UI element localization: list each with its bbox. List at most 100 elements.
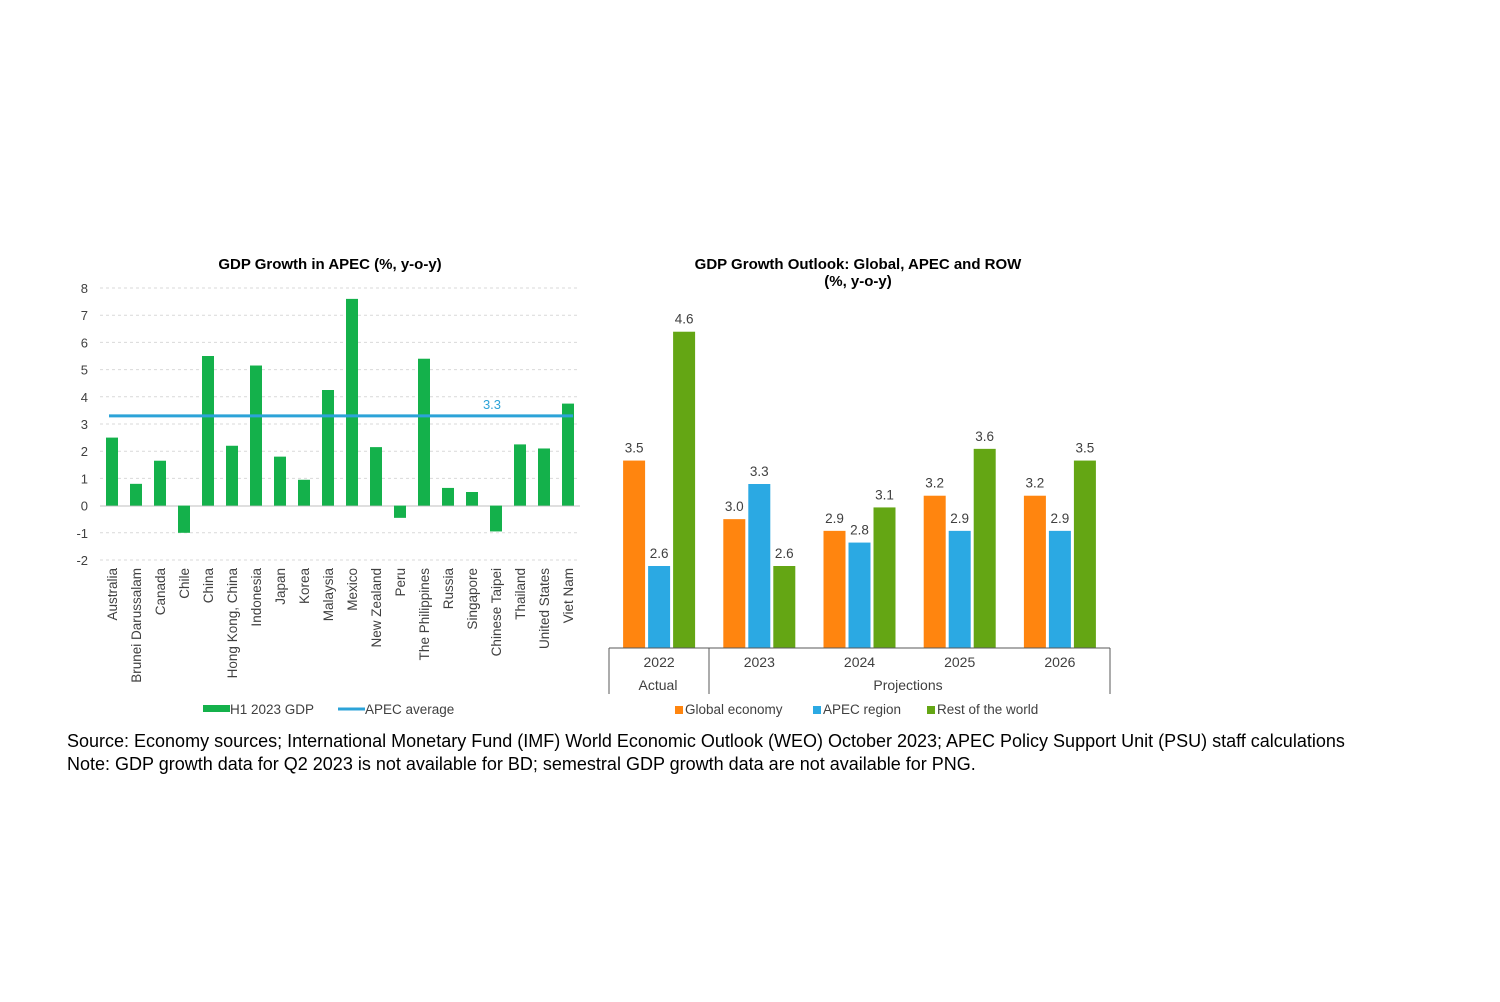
data-label: 3.5 [625, 441, 644, 456]
x-tick-label: 2023 [744, 654, 775, 670]
bar [490, 505, 502, 532]
data-label: 2.9 [825, 511, 844, 526]
bar [673, 331, 696, 648]
x-tick-label: Mexico [345, 568, 360, 611]
group-label-projections: Projections [873, 677, 942, 693]
bar [514, 444, 526, 506]
legend: Global economy APEC region Rest of the w… [675, 702, 1038, 717]
bar [370, 447, 382, 506]
bar [748, 484, 771, 648]
bar [250, 365, 262, 506]
bar [322, 390, 334, 506]
bar [773, 566, 796, 648]
x-tick-label: New Zealand [369, 568, 384, 648]
data-label: 3.3 [750, 464, 769, 479]
x-tick-label: China [201, 568, 216, 604]
y-tick-label: 2 [81, 444, 88, 459]
x-tick-label: 2026 [1044, 654, 1075, 670]
x-tick-label: Viet Nam [561, 568, 576, 623]
x-tick-label: 2025 [944, 654, 975, 670]
y-tick-label: 3 [81, 417, 88, 432]
bar [346, 298, 358, 506]
y-tick-label: 7 [81, 308, 88, 323]
y-tick-label: -1 [76, 526, 88, 541]
y-tick-label: 0 [81, 499, 88, 514]
chart-title: GDP Growth in APEC (%, y-o-y) [218, 256, 441, 273]
y-tick-label: -2 [76, 553, 88, 568]
x-tick-label: Chile [177, 568, 192, 599]
bar [106, 437, 118, 506]
bar [823, 530, 846, 648]
x-tick-label: Australia [105, 568, 120, 621]
y-tick-label: 1 [81, 471, 88, 486]
data-label: 2.9 [1051, 511, 1070, 526]
bar [973, 448, 996, 648]
legend: H1 2023 GDP APEC average [203, 702, 454, 717]
x-tick-label: Indonesia [249, 568, 264, 627]
data-label: 3.2 [1026, 476, 1045, 491]
data-label: 2.8 [850, 523, 869, 538]
bar [848, 542, 871, 648]
x-tick-label: Chinese Taipei [489, 568, 504, 656]
data-label: 4.6 [675, 312, 694, 327]
source-note: Source: Economy sources; International M… [67, 731, 1345, 751]
legend-swatch-h1-gdp [203, 705, 230, 712]
data-label: 3.2 [925, 476, 944, 491]
x-tick-label: United States [537, 568, 552, 649]
bar [538, 448, 550, 506]
data-label: 3.1 [875, 487, 894, 502]
data-label: 3.0 [725, 499, 744, 514]
bar [648, 566, 671, 648]
data-labels: 3.5 2.6 4.6 3.0 3.3 2.6 2.9 2.8 3.1 3.2 2.9 3.6 3.2 2… [625, 312, 1095, 561]
bar [1023, 495, 1046, 648]
data-label: 3.5 [1076, 441, 1095, 456]
x-tick-labels: 2022 2023 2024 2025 2026 [644, 654, 1076, 670]
x-tick-label: 2022 [644, 654, 675, 670]
apec-average-value-label: 3.3 [483, 397, 501, 412]
chart-title: GDP Growth Outlook: Global, APEC and ROW [695, 256, 1023, 273]
legend-swatch-row [927, 706, 935, 714]
bar-series [623, 331, 1096, 648]
bar [418, 358, 430, 506]
x-tick-labels: Australia Brunei Darussalam Canada Chile Chi… [105, 568, 576, 683]
bar [154, 460, 166, 506]
x-tick-label: Hong Kong, China [225, 568, 240, 679]
x-tick-label: Singapore [465, 568, 480, 630]
x-tick-label: Malaysia [321, 568, 336, 622]
bar [923, 495, 946, 648]
y-tick-label: 6 [81, 335, 88, 350]
bar [1073, 460, 1096, 648]
x-tick-label: Peru [393, 568, 408, 597]
legend-label-row: Rest of the world [937, 702, 1038, 717]
bar [274, 456, 286, 506]
gdp-outlook-chart: GDP Growth Outlook: Global, APEC and ROW… [608, 256, 1111, 717]
x-tick-label: Brunei Darussalam [129, 568, 144, 683]
footnote: Note: GDP growth data for Q2 2023 is not… [67, 754, 976, 774]
legend-label-apec: APEC region [823, 702, 901, 717]
chart-subtitle: (%, y-o-y) [824, 273, 892, 290]
legend-label-h1-gdp: H1 2023 GDP [230, 702, 314, 717]
group-label-actual: Actual [639, 677, 678, 693]
x-tick-label: Thailand [513, 568, 528, 620]
bar-series [106, 298, 574, 533]
bar [562, 403, 574, 506]
bar [466, 492, 478, 506]
data-label: 2.6 [775, 546, 794, 561]
bar [442, 487, 454, 506]
bar [202, 356, 214, 506]
y-tick-label: 4 [81, 390, 88, 405]
apec-gdp-growth-chart: GDP Growth in APEC (%, y-o-y) 8 7 6 5 4 3 2 1 0 -… [76, 256, 580, 717]
bar [948, 530, 971, 648]
x-tick-label: Korea [297, 568, 312, 605]
gridlines [100, 287, 580, 561]
bar [394, 505, 406, 518]
bar [178, 505, 190, 533]
legend-swatch-global [675, 706, 683, 714]
category-axis-table [608, 647, 1111, 694]
y-tick-label: 8 [81, 281, 88, 296]
legend-label-global: Global economy [685, 702, 783, 717]
x-tick-label: Japan [273, 568, 288, 605]
legend-swatch-apec [813, 706, 821, 714]
bar [723, 519, 746, 648]
bar [873, 507, 896, 648]
